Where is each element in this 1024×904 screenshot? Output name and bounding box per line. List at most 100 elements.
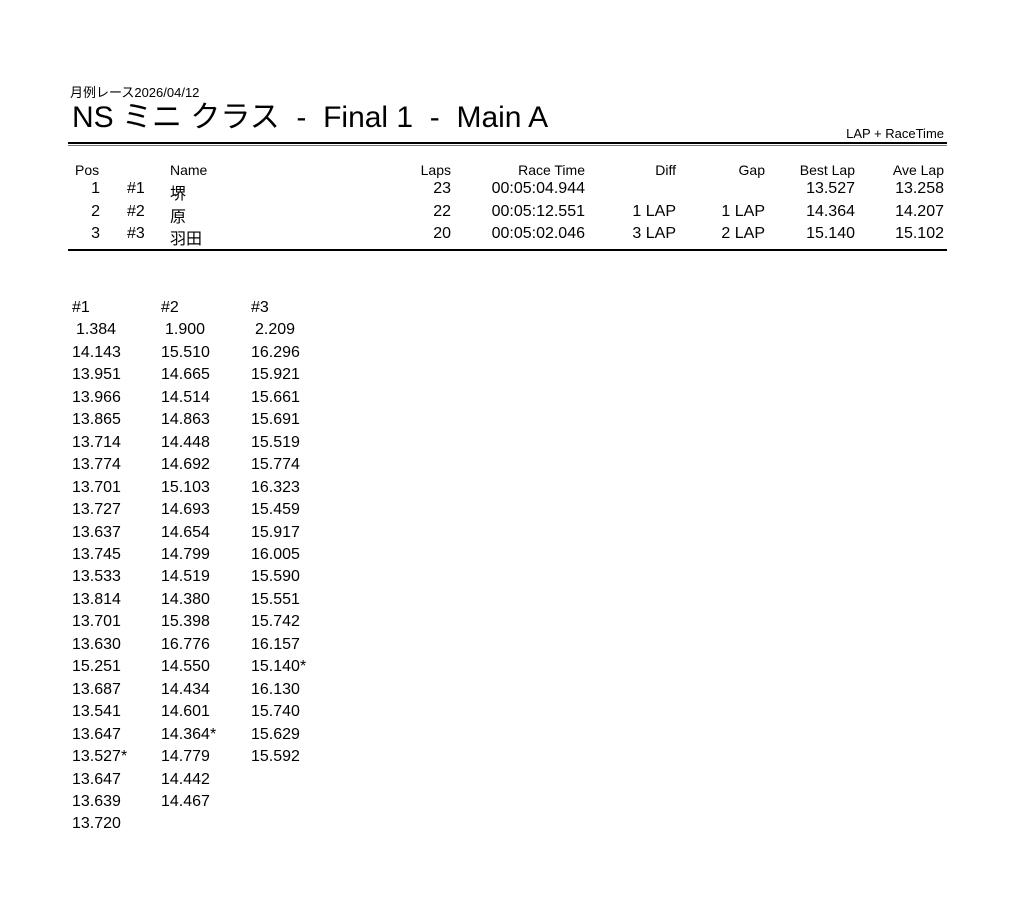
cell-pos: 1: [91, 180, 100, 197]
lap-time: 13.774: [72, 456, 121, 474]
lap-time: 15.921: [251, 366, 300, 384]
lap-time: 13.865: [72, 411, 121, 429]
cell-no: #3: [127, 225, 145, 242]
lap-time: 13.639: [72, 792, 121, 810]
lap-time: 13.966: [72, 388, 121, 406]
lap-time: 13.720: [72, 815, 121, 833]
lap-time: 14.434: [161, 680, 210, 698]
lap-time: 13.745: [72, 545, 121, 563]
lap-time: 14.601: [161, 703, 210, 721]
cell-laps: 22: [433, 202, 451, 220]
lap-time: 14.380: [161, 590, 210, 608]
lap-time: 2.209: [255, 321, 296, 339]
lap-time: 14.799: [161, 545, 210, 563]
cell-ave-lap: 14.207: [895, 202, 944, 220]
cell-name: 堺: [170, 186, 187, 203]
column-header: Pos: [75, 162, 100, 178]
lap-time: 15.519: [251, 433, 300, 451]
lap-time: 14.550: [161, 658, 210, 676]
lap-time: 13.814: [72, 590, 121, 608]
lap-time: 13.701: [72, 613, 121, 631]
lap-time: 15.459: [251, 501, 300, 519]
lap-time: 13.647: [72, 770, 121, 788]
lap-time: 16.005: [251, 545, 300, 563]
lap-column: #3 2.209 16.296 15.921 15.661 15.691 15.519 15.…: [251, 297, 306, 769]
cell-pos: 2: [91, 202, 100, 220]
lap-time: 13.630: [72, 635, 121, 653]
lap-time: 13.527*: [72, 748, 128, 766]
lap-time: 15.103: [161, 478, 210, 496]
cell-race-time: 00:05:02.046: [491, 225, 585, 242]
lap-time: 15.740: [251, 703, 300, 721]
cell-gap: 2 LAP: [721, 225, 765, 242]
lap-column: #1 1.384 14.143 13.951 13.966 13.865 13.714 13.…: [72, 297, 127, 836]
lap-column-header: #1: [72, 299, 90, 316]
lap-time: 13.727: [72, 501, 121, 519]
lap-time: 15.661: [251, 388, 300, 406]
cell-laps: 23: [433, 180, 451, 197]
lap-time: 13.701: [72, 478, 121, 496]
cell-best-lap: 13.527: [806, 180, 855, 197]
cell-no: #1: [127, 180, 145, 197]
column-header: Name: [170, 162, 208, 178]
cell-race-time: 00:05:04.944: [491, 180, 585, 197]
report-mode: LAP + RaceTime: [846, 126, 944, 141]
lap-time: 14.467: [161, 792, 210, 810]
lap-time: 15.629: [251, 725, 300, 743]
lap-time: 13.647: [72, 725, 121, 743]
lap-time: 14.448: [161, 433, 210, 451]
lap-column: #2 1.900 15.510 14.665 14.514 14.863 14.448 14.…: [161, 297, 216, 813]
column-header: Ave Lap: [892, 162, 944, 178]
divider: [68, 249, 947, 251]
cell-name: 原: [170, 208, 187, 226]
lap-time: 15.691: [251, 411, 300, 429]
lap-time: 14.442: [161, 770, 210, 788]
lap-time: 14.364*: [161, 725, 217, 743]
lap-time: 13.714: [72, 433, 121, 451]
lap-time: 15.398: [161, 613, 210, 631]
lap-time: 16.130: [251, 680, 300, 698]
lap-time: 14.863: [161, 411, 210, 429]
lap-time: 15.742: [251, 613, 300, 631]
lap-time: 13.687: [72, 680, 121, 698]
lap-time: 1.384: [76, 321, 117, 339]
lap-time: 15.551: [251, 590, 300, 608]
lap-time: 14.514: [161, 388, 210, 406]
lap-time: 16.157: [251, 635, 300, 653]
column-header: Diff: [655, 162, 676, 178]
lap-time: 15.590: [251, 568, 300, 586]
cell-race-time: 00:05:12.551: [491, 202, 585, 220]
lap-time: 13.951: [72, 366, 121, 384]
cell-name: 羽田: [170, 231, 203, 248]
lap-time: 16.323: [251, 478, 300, 496]
lap-time: 14.693: [161, 501, 210, 519]
lap-time: 15.251: [72, 658, 121, 676]
column-header: Best Lap: [799, 162, 855, 178]
lap-time: 15.510: [161, 343, 210, 361]
cell-ave-lap: 13.258: [895, 180, 944, 197]
cell-pos: 3: [91, 225, 100, 242]
lap-time: 15.592: [251, 748, 300, 766]
lap-time: 14.692: [161, 456, 210, 474]
event-subtitle: 月例レース2026/04/12: [70, 85, 200, 100]
lap-time: 15.917: [251, 523, 300, 541]
page-title: NS ミニ クラス - Final 1 - Main A: [72, 101, 549, 134]
lap-time: 14.779: [161, 748, 210, 766]
lap-time: 14.519: [161, 568, 210, 586]
lap-time: 14.143: [72, 343, 121, 361]
column-header: Laps: [420, 162, 451, 178]
cell-best-lap: 14.364: [806, 202, 855, 220]
lap-time: 13.541: [72, 703, 121, 721]
lap-time: 13.637: [72, 523, 121, 541]
column-header: Gap: [738, 162, 765, 178]
lap-time: 1.900: [165, 321, 206, 339]
lap-time: 13.533: [72, 568, 121, 586]
cell-laps: 20: [433, 225, 451, 242]
divider: [68, 145, 947, 146]
cell-best-lap: 15.140: [806, 225, 855, 242]
lap-time: 14.654: [161, 523, 210, 541]
cell-diff: 1 LAP: [632, 202, 676, 220]
lap-time: 16.776: [161, 635, 210, 653]
column-header: Race Time: [518, 162, 585, 178]
